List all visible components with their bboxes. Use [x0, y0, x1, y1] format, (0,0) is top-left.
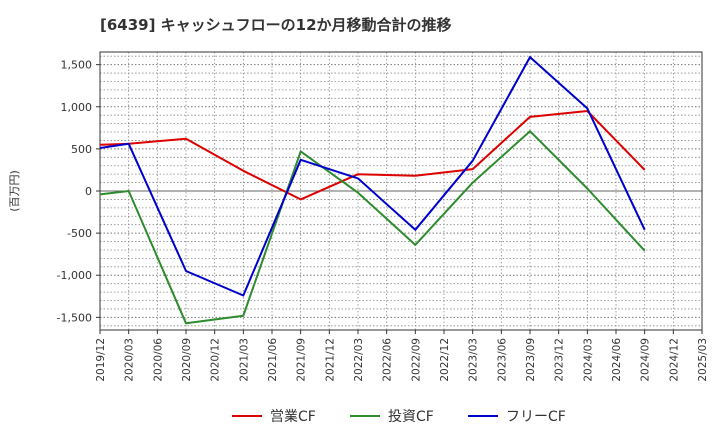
x-tick-label: 2023/12: [554, 338, 566, 382]
x-tick-label: 2025/03: [697, 338, 709, 382]
x-tick-label: 2021/06: [267, 338, 279, 382]
y-axis-label: (百万円): [8, 170, 21, 212]
x-tick-label: 2022/03: [353, 338, 365, 382]
x-tick-label: 2024/06: [611, 338, 623, 382]
x-tick-label: 2020/03: [124, 338, 136, 382]
x-tick-label: 2021/03: [238, 338, 250, 382]
y-tick-label: 1,000: [61, 101, 93, 114]
x-tick-label: 2020/06: [152, 338, 164, 382]
x-tick-label: 2024/12: [668, 338, 680, 382]
x-tick-label: 2022/09: [410, 338, 422, 382]
x-tick-label: 2020/12: [210, 338, 222, 382]
x-tick-label: 2023/09: [525, 338, 537, 382]
x-tick-label: 2024/03: [582, 338, 594, 382]
series-line-1: [99, 130, 646, 325]
x-tick-label: 2021/12: [324, 338, 336, 382]
x-tick-label: 2021/09: [296, 338, 308, 382]
y-tick-label: -1,500: [57, 311, 92, 324]
x-tick-label: 2023/03: [468, 338, 480, 382]
legend-label-2: フリーCF: [506, 409, 566, 425]
x-tick-label: 2023/06: [496, 338, 508, 382]
legend-label-0: 営業CF: [270, 409, 316, 425]
y-tick-label: 0: [85, 185, 92, 198]
legend-label-1: 投資CF: [388, 409, 434, 425]
series-line-0: [99, 110, 646, 201]
x-tick-label: 2022/06: [382, 338, 394, 382]
y-tick-label: -1,000: [57, 269, 92, 282]
y-tick-label: -500: [67, 227, 92, 240]
x-tick-label: 2019/12: [95, 338, 107, 382]
y-tick-label: 500: [71, 143, 92, 156]
x-tick-label: 2020/09: [181, 338, 193, 382]
x-tick-label: 2024/09: [640, 338, 652, 382]
series-line-2: [99, 56, 646, 297]
plot-frame: [99, 51, 703, 331]
x-tick-label: 2022/12: [439, 338, 451, 382]
chart-title: [6439] キャッシュフローの12か月移動合計の推移: [100, 16, 452, 34]
y-tick-label: 1,500: [61, 59, 93, 72]
